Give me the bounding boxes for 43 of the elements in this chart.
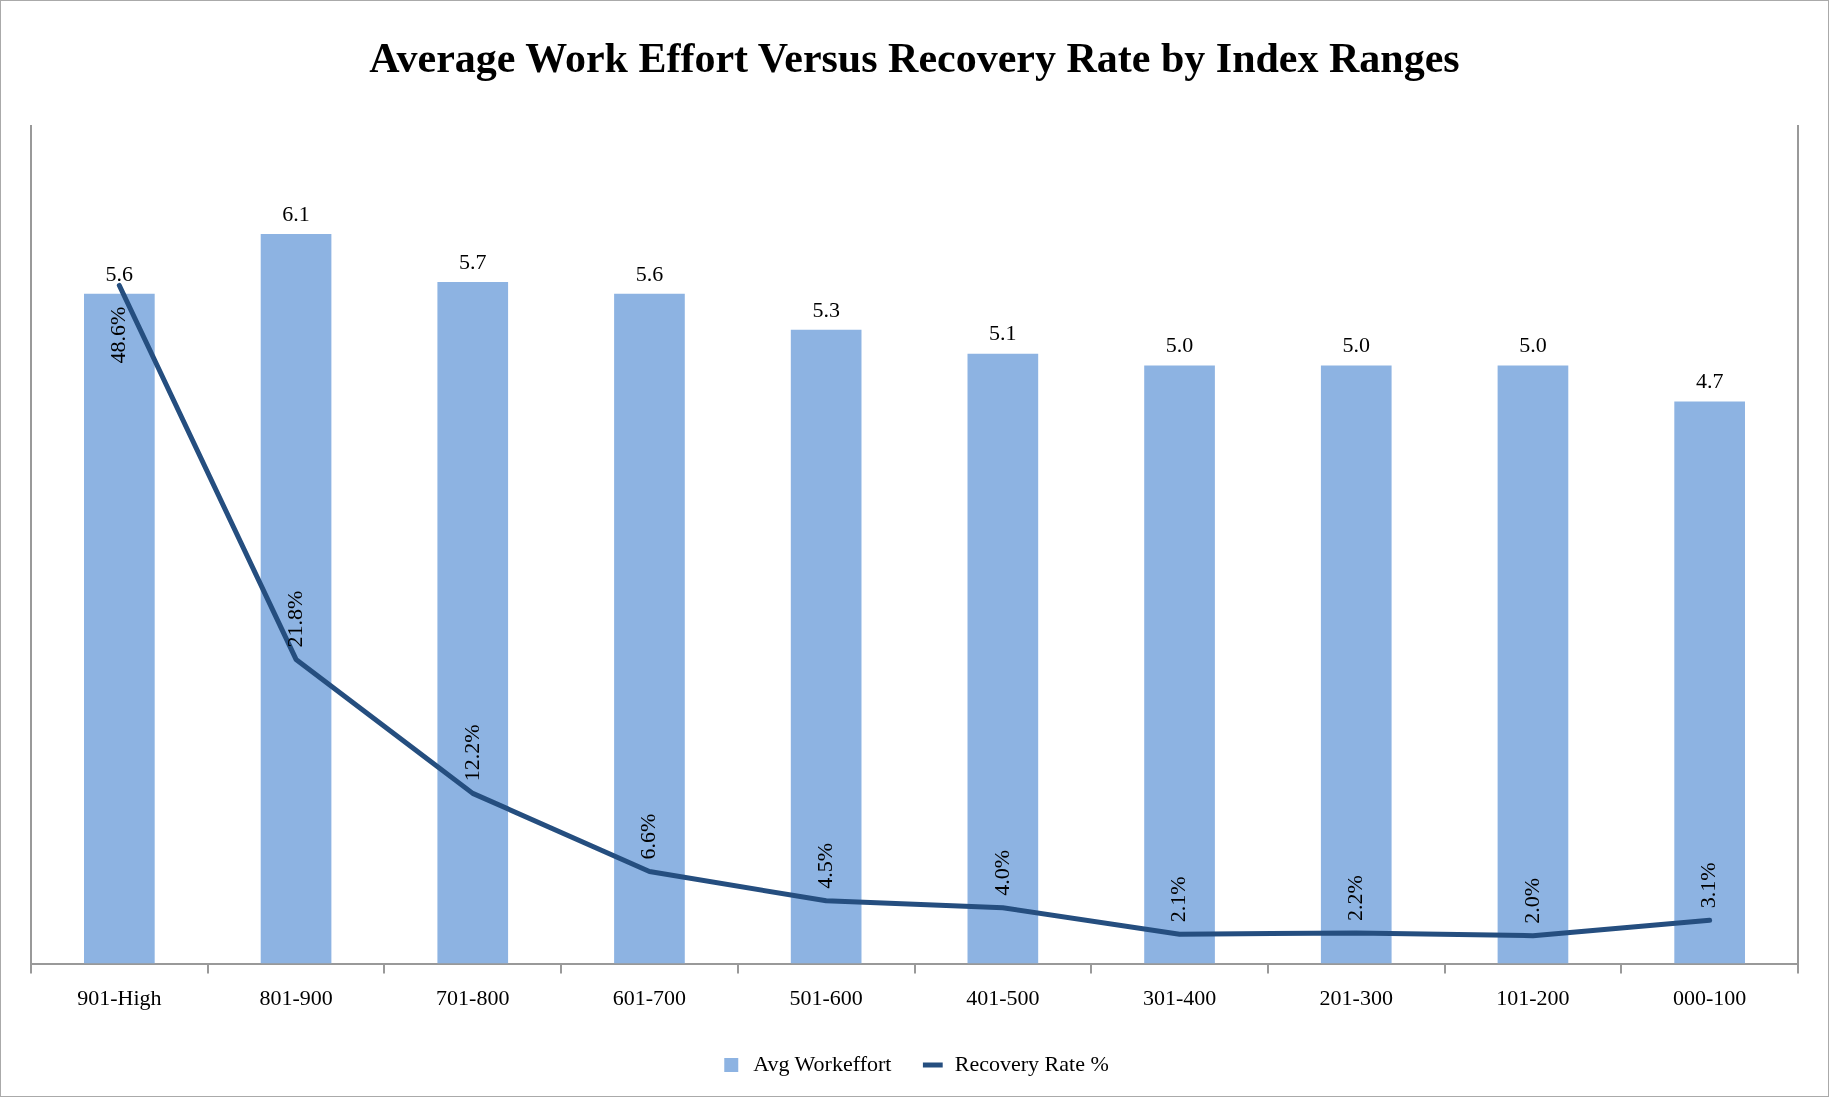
- x-tick-label: 501-600: [789, 984, 863, 1010]
- x-tick-label: 101-200: [1496, 984, 1570, 1010]
- bar: [1144, 365, 1215, 964]
- data-label: 2.0%: [1518, 877, 1544, 924]
- data-label: 5.3: [812, 296, 840, 322]
- bar: [790, 329, 862, 964]
- data-label: 21.8%: [281, 590, 307, 648]
- data-label: 5.0: [1519, 332, 1547, 358]
- data-label: 2.2%: [1342, 875, 1368, 921]
- bar: [1674, 401, 1745, 964]
- data-label: 48.6%: [105, 306, 131, 364]
- legend-label: Avg Workeffort: [753, 1050, 892, 1076]
- data-label: 4.0%: [988, 849, 1014, 896]
- data-label: 5.1: [989, 320, 1017, 346]
- legend-label: Recovery Rate %: [954, 1050, 1109, 1076]
- data-label: 4.7: [1695, 368, 1724, 394]
- data-label: 5.0: [1342, 332, 1370, 358]
- x-tick-label: 401-500: [966, 984, 1040, 1010]
- bar: [614, 293, 685, 964]
- data-label: 5.6: [105, 260, 134, 286]
- x-tick-label: 301-400: [1142, 984, 1217, 1010]
- data-label: 3.1%: [1695, 862, 1721, 909]
- bar: [1320, 365, 1392, 964]
- x-tick-label: 201-300: [1319, 984, 1393, 1010]
- chart-title: Average Work Effort Versus Recovery Rate by Index Ranges: [369, 35, 1460, 82]
- data-label: 4.5%: [811, 842, 837, 889]
- x-tick-label: 901-High: [77, 984, 162, 1010]
- data-label: 2.1%: [1165, 876, 1191, 923]
- data-label: 5.7: [459, 248, 487, 274]
- bar: [84, 293, 155, 964]
- data-label: 6.6%: [635, 813, 661, 860]
- data-label: 5.6: [635, 260, 664, 286]
- bar: [1497, 365, 1569, 964]
- bar: [437, 281, 509, 964]
- bar: [260, 234, 332, 964]
- x-tick-label: 801-900: [259, 984, 333, 1010]
- data-label: 5.0: [1165, 332, 1194, 358]
- data-label: 12.2%: [458, 724, 484, 782]
- x-tick-label: 601-700: [612, 984, 687, 1010]
- x-tick-label: 701-800: [436, 984, 510, 1010]
- x-tick-label: 000-100: [1672, 984, 1747, 1010]
- data-label: 6.1: [282, 200, 310, 226]
- bar: [967, 353, 1039, 964]
